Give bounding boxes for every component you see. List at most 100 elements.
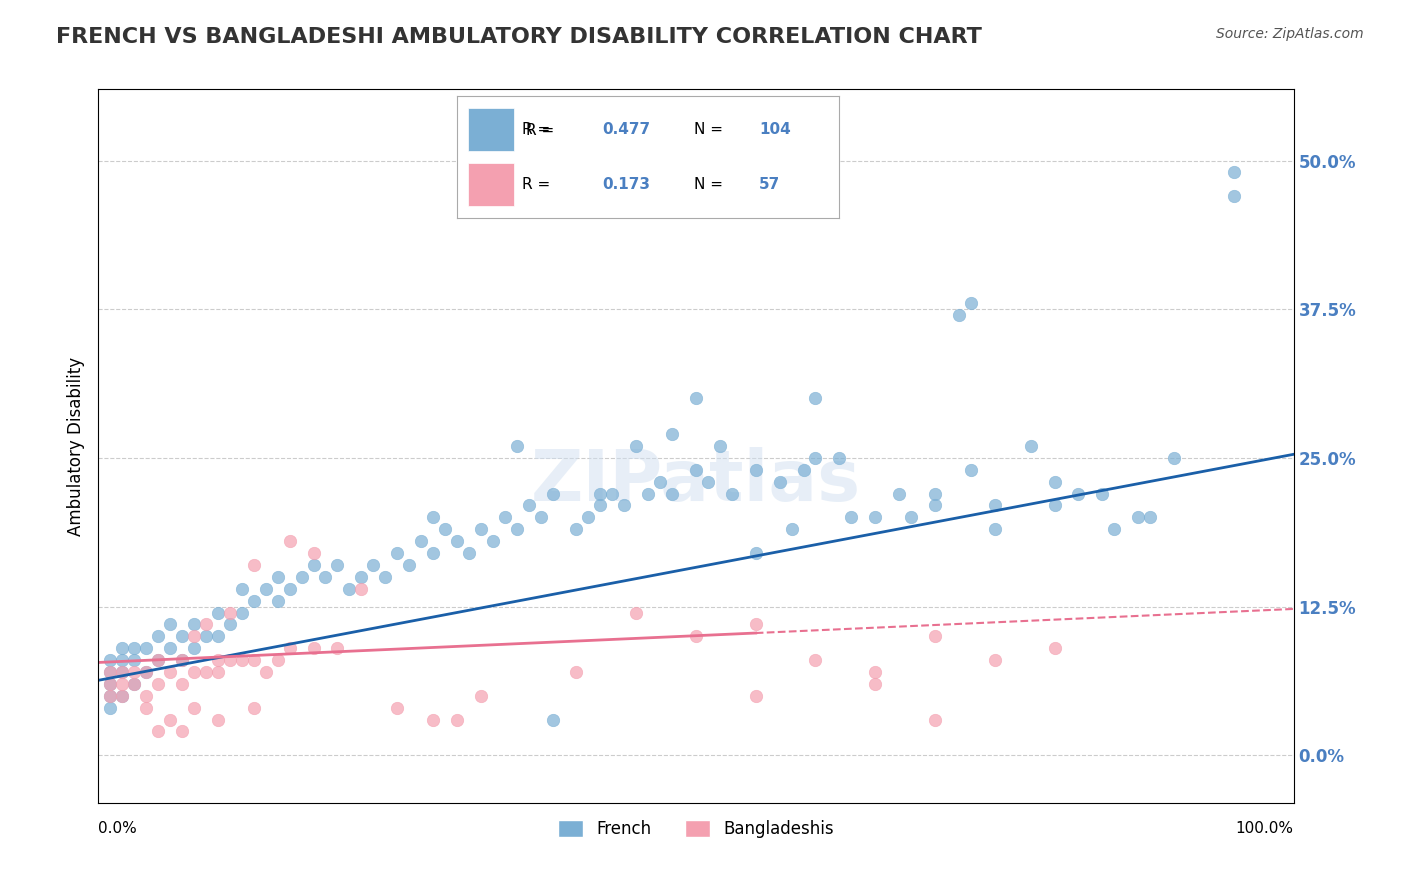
Point (948, 308, 970, 322)
Point (470, 689, 492, 703)
Text: 0.0%: 0.0% (98, 821, 138, 836)
Point (960, 463, 983, 477)
Point (254, 665, 277, 679)
Text: Source: ZipAtlas.com: Source: ZipAtlas.com (1216, 27, 1364, 41)
Point (1043, 475, 1066, 489)
Point (637, 486, 659, 500)
Point (804, 392, 827, 406)
Point (111, 665, 134, 679)
Point (111, 665, 134, 679)
Point (385, 700, 409, 714)
Point (841, 510, 863, 524)
Point (159, 641, 181, 656)
Point (98, 653, 122, 667)
Point (207, 653, 229, 667)
Point (148, 653, 170, 667)
Point (541, 713, 564, 727)
Point (494, 510, 516, 524)
Point (900, 510, 922, 524)
Point (135, 641, 157, 656)
Point (111, 689, 134, 703)
Point (865, 677, 887, 691)
Point (1019, 439, 1042, 453)
Point (135, 665, 157, 679)
Point (267, 653, 290, 667)
Point (924, 499, 946, 513)
Point (183, 629, 205, 643)
Point (745, 463, 768, 477)
Point (924, 629, 946, 643)
Point (231, 606, 253, 620)
Point (398, 558, 420, 572)
Point (291, 570, 314, 584)
Point (98, 700, 122, 714)
Point (231, 653, 253, 667)
Point (780, 522, 803, 536)
Point (589, 486, 612, 500)
Point (984, 499, 1007, 513)
Point (148, 653, 170, 667)
Point (565, 665, 588, 679)
Point (626, 606, 648, 620)
Point (506, 439, 529, 453)
Point (446, 713, 468, 727)
Point (124, 641, 146, 656)
Point (422, 546, 444, 560)
Point (626, 439, 648, 453)
Point (865, 510, 887, 524)
Point (804, 450, 827, 465)
Point (219, 617, 242, 632)
Point (661, 427, 683, 442)
Point (434, 522, 457, 536)
Point (172, 724, 194, 739)
Text: FRENCH VS BANGLADESHI AMBULATORY DISABILITY CORRELATION CHART: FRENCH VS BANGLADESHI AMBULATORY DISABIL… (56, 27, 983, 46)
Point (685, 463, 707, 477)
Point (207, 629, 229, 643)
Point (1067, 486, 1090, 500)
Point (541, 486, 564, 500)
Point (374, 570, 396, 584)
Point (207, 665, 229, 679)
Point (768, 475, 790, 489)
Point (446, 534, 468, 549)
Point (661, 486, 683, 500)
Point (183, 700, 205, 714)
Point (243, 700, 266, 714)
Point (745, 546, 768, 560)
Point (1223, 165, 1246, 179)
Point (422, 510, 444, 524)
Point (195, 617, 218, 632)
Point (565, 522, 588, 536)
Point (578, 510, 600, 524)
Point (148, 724, 170, 739)
Text: 100.0%: 100.0% (1236, 821, 1294, 836)
Point (98, 665, 122, 679)
Point (278, 641, 301, 656)
Point (589, 499, 612, 513)
Point (302, 546, 325, 560)
Point (602, 486, 624, 500)
Point (828, 450, 851, 465)
Point (172, 629, 194, 643)
Point (111, 641, 134, 656)
Point (183, 641, 205, 656)
Point (135, 689, 157, 703)
Point (172, 653, 194, 667)
Point (302, 558, 325, 572)
Point (721, 486, 744, 500)
Point (924, 486, 946, 500)
Point (135, 700, 157, 714)
Point (1104, 522, 1126, 536)
Point (243, 593, 266, 607)
Point (124, 677, 146, 691)
Point (207, 606, 229, 620)
Point (159, 665, 181, 679)
Point (385, 546, 409, 560)
Point (172, 677, 194, 691)
Point (709, 439, 731, 453)
Point (793, 463, 815, 477)
Point (98, 689, 122, 703)
Point (865, 665, 887, 679)
Point (422, 713, 444, 727)
Point (267, 593, 290, 607)
